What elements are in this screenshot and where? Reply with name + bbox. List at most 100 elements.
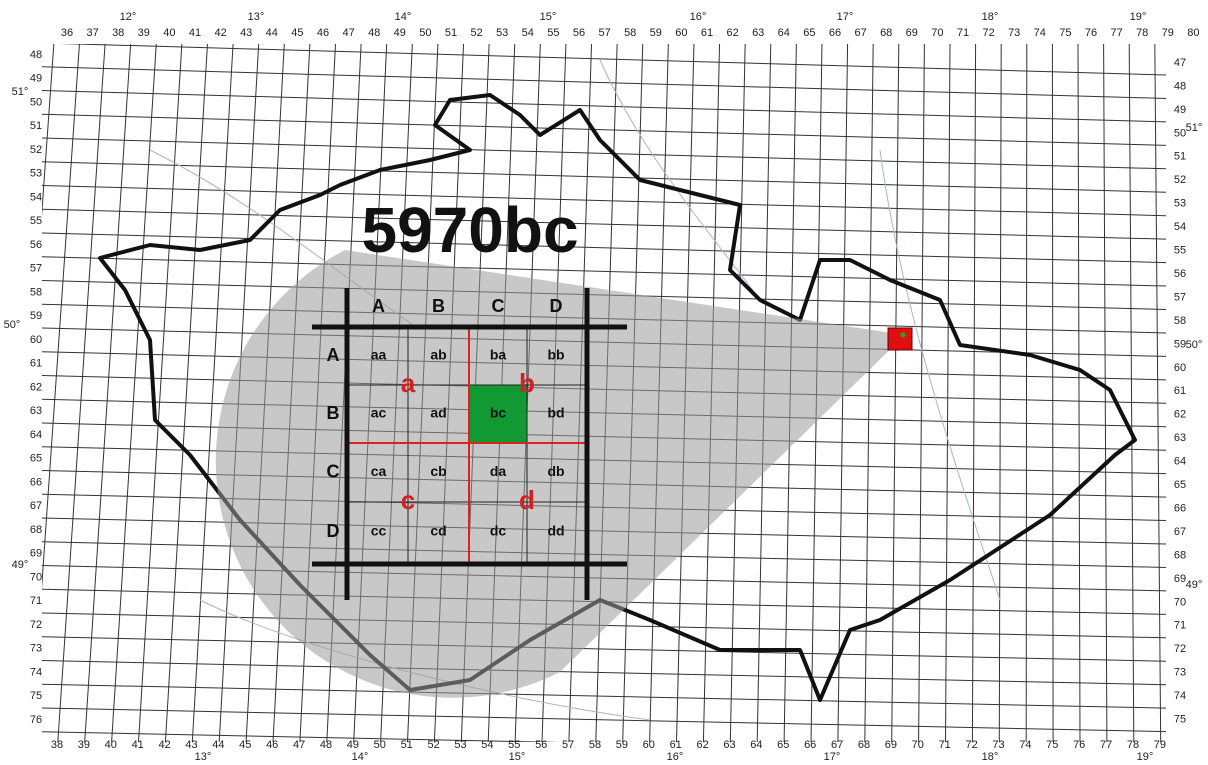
row-label: 75: [30, 690, 42, 702]
column-label: 52: [427, 739, 439, 751]
column-label: 58: [624, 27, 636, 39]
row-label: 73: [1174, 667, 1186, 679]
row-label: 65: [30, 453, 42, 465]
row-label: 67: [30, 500, 42, 512]
row-label: 56: [1174, 268, 1186, 280]
row-label: 48: [30, 49, 42, 61]
row-label: 74: [1174, 690, 1186, 702]
grid-line: [111, 44, 157, 742]
row-label: 48: [1174, 80, 1186, 92]
grid-line: [891, 44, 900, 742]
row-label: 75: [1174, 714, 1186, 726]
grid-line: [42, 137, 1166, 170]
row-label: 74: [30, 666, 42, 678]
cell-label: bd: [547, 405, 564, 421]
row-label: 67: [1174, 526, 1186, 538]
column-letter: A: [372, 296, 385, 316]
row-label: 64: [30, 429, 42, 441]
row-label: 70: [30, 571, 42, 583]
grid-line: [164, 44, 208, 742]
column-label: 48: [368, 27, 380, 39]
column-label: 79: [1154, 739, 1166, 751]
column-label: 59: [616, 739, 628, 751]
grid-line: [57, 44, 106, 742]
column-label: 69: [885, 739, 897, 751]
column-label: 55: [547, 27, 559, 39]
column-label: 65: [777, 739, 789, 751]
column-label: 64: [750, 739, 762, 751]
cell-label: cc: [371, 523, 387, 539]
row-label: 71: [30, 595, 42, 607]
row-label: 61: [30, 358, 42, 370]
row-label: 47: [1174, 57, 1186, 69]
column-label: 51: [401, 739, 413, 751]
column-label: 63: [752, 27, 764, 39]
row-letter: B: [327, 403, 340, 423]
row-label: 54: [1174, 221, 1186, 233]
column-label: 55: [508, 739, 520, 751]
grid-line: [1154, 44, 1162, 742]
latitude-label: 49°: [12, 559, 29, 571]
column-label: 62: [726, 27, 738, 39]
longitude-label: 17°: [824, 751, 841, 763]
column-label: 71: [939, 739, 951, 751]
grid-line: [42, 185, 1166, 217]
row-label: 65: [1174, 479, 1186, 491]
column-label: 74: [1019, 739, 1031, 751]
column-label: 48: [320, 739, 332, 751]
column-label: 66: [829, 27, 841, 39]
column-label: 49: [394, 27, 406, 39]
column-label: 72: [982, 27, 994, 39]
column-label: 70: [931, 27, 943, 39]
grid-line: [42, 208, 1166, 240]
cell-label: dc: [490, 523, 507, 539]
row-label: 58: [30, 286, 42, 298]
row-label: 69: [30, 548, 42, 560]
row-label: 59: [30, 310, 42, 322]
row-label: 64: [1174, 456, 1186, 468]
column-label: 38: [51, 739, 63, 751]
column-label: 47: [293, 739, 305, 751]
cell-label: db: [547, 463, 564, 479]
column-label: 68: [880, 27, 892, 39]
cell-label: da: [490, 463, 507, 479]
column-label: 76: [1085, 27, 1097, 39]
column-label: 56: [573, 27, 585, 39]
cell-label: ca: [371, 463, 387, 479]
column-label: 76: [1073, 739, 1085, 751]
longitude-label: 18°: [982, 11, 999, 23]
row-label: 66: [1174, 502, 1186, 514]
row-label: 72: [1174, 643, 1186, 655]
column-label: 38: [112, 27, 124, 39]
cell-label: bb: [547, 347, 564, 363]
column-label: 60: [675, 27, 687, 39]
selected-dot: [900, 332, 906, 338]
zoom-wedge: [215, 250, 906, 698]
row-label: 62: [30, 381, 42, 393]
column-label: 80: [1187, 27, 1199, 39]
column-label: 73: [1008, 27, 1020, 39]
grid-code: 5970bc: [361, 194, 578, 266]
grid-line: [864, 44, 874, 742]
column-label: 70: [912, 739, 924, 751]
column-label: 53: [454, 739, 466, 751]
grid-line: [42, 44, 55, 218]
column-label: 46: [266, 739, 278, 751]
column-label: 63: [723, 739, 735, 751]
column-label: 79: [1162, 27, 1174, 39]
column-label: 59: [650, 27, 662, 39]
row-label: 63: [1174, 432, 1186, 444]
grid-line: [42, 707, 1166, 733]
cell-label: bc: [490, 405, 507, 421]
grid-line: [42, 232, 1166, 264]
row-label: 76: [30, 714, 42, 726]
cell-label: aa: [371, 347, 387, 363]
longitude-label: 13°: [195, 751, 212, 763]
column-label: 57: [598, 27, 610, 39]
column-label: 36: [61, 27, 73, 39]
row-label: 49: [1174, 104, 1186, 116]
column-label: 54: [481, 739, 493, 751]
grid-line: [42, 660, 1166, 686]
row-label: 60: [1174, 362, 1186, 374]
